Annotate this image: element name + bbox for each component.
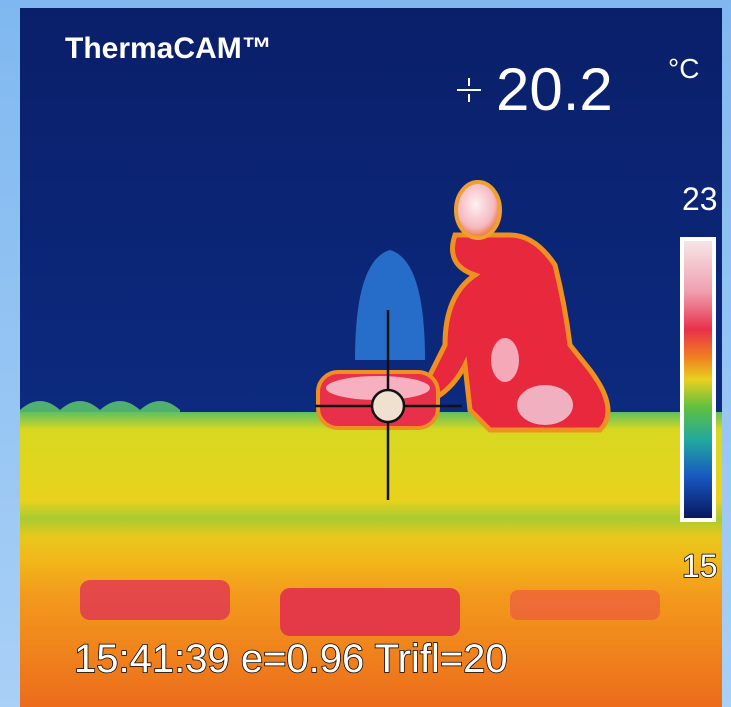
- knee: [517, 385, 573, 425]
- page: ThermaCAM™ 20.2 °C 23 15 15:41:39 e=0.96…: [0, 0, 731, 707]
- arm: [491, 338, 519, 382]
- unit: °C: [668, 53, 699, 84]
- reading: 20.2: [496, 56, 613, 123]
- scale-min: 15: [682, 548, 718, 584]
- brand: ThermaCAM™: [65, 32, 272, 65]
- scale-max: 23: [682, 181, 718, 217]
- hot-zone: [510, 590, 660, 620]
- hot-zone: [80, 580, 230, 620]
- colorbar: [684, 241, 712, 518]
- status: 15:41:39 e=0.96 Trifl=20: [74, 637, 508, 681]
- thermal-screenshot: ThermaCAM™ 20.2 °C 23 15 15:41:39 e=0.96…: [0, 0, 731, 707]
- hot-zone: [280, 588, 460, 636]
- head: [456, 182, 500, 238]
